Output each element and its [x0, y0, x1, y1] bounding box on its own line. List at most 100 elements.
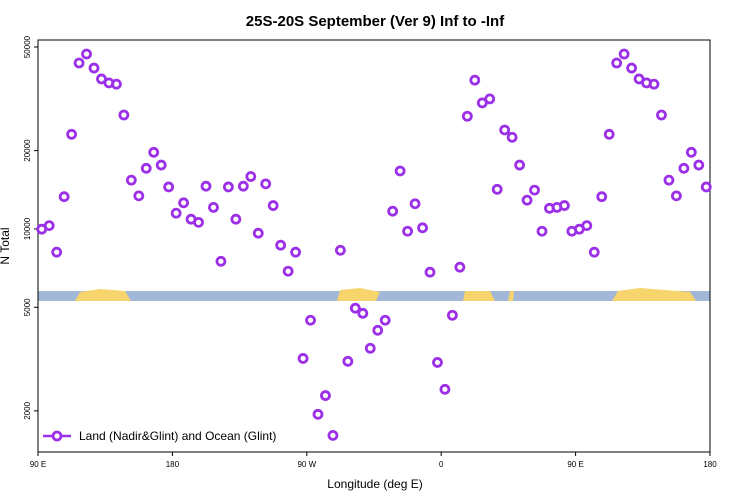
point: [43, 220, 55, 232]
point: [357, 307, 369, 319]
point: [484, 93, 496, 105]
point: [282, 265, 294, 277]
point: [349, 302, 361, 314]
point: [461, 110, 473, 122]
legend-marker: [51, 430, 63, 442]
point: [678, 162, 690, 174]
point: [439, 383, 451, 395]
point: [521, 194, 533, 206]
x-axis-label: Longitude (deg E): [327, 477, 422, 491]
point: [327, 429, 339, 441]
point: [148, 146, 160, 158]
point: [559, 200, 570, 211]
point: [215, 255, 227, 267]
point: [88, 62, 100, 74]
plot-frame: [37, 39, 711, 453]
point: [290, 246, 302, 258]
point: [618, 48, 630, 60]
x-tick-label: 180: [166, 460, 180, 469]
point: [648, 78, 660, 90]
point: [514, 159, 525, 171]
point: [237, 180, 249, 192]
chart-title: 25S-20S September (Ver 9) Inf to -Inf: [246, 13, 505, 30]
point: [379, 314, 391, 326]
point: [200, 180, 212, 192]
point: [506, 131, 518, 143]
point: [536, 225, 548, 237]
y-tick-label: 10000: [23, 217, 32, 240]
point: [267, 200, 279, 211]
y-tick-label: 20000: [23, 139, 32, 162]
land: [508, 291, 514, 301]
point: [140, 162, 152, 174]
point: [58, 191, 70, 203]
point: [626, 62, 637, 74]
point: [685, 146, 697, 158]
legend-label: Land (Nadir&Glint) and Ocean (Glint): [79, 429, 276, 443]
point: [364, 342, 376, 354]
point: [305, 314, 316, 326]
point: [230, 213, 242, 225]
map-strip: [38, 288, 710, 301]
point: [387, 205, 399, 217]
x-tick-label: 90 E: [30, 460, 46, 469]
point: [611, 57, 623, 69]
point: [656, 109, 667, 121]
y-tick-label: 5000: [23, 298, 32, 316]
point: [424, 266, 436, 278]
point: [163, 181, 175, 193]
point: [297, 353, 309, 364]
point: [372, 324, 384, 336]
land: [75, 289, 131, 301]
point: [66, 128, 77, 140]
point: [111, 78, 122, 90]
point: [663, 174, 675, 186]
point: [334, 244, 346, 256]
point: [596, 191, 608, 203]
point: [342, 355, 354, 367]
x-tick-label: 90 E: [567, 460, 583, 469]
x-tick-label: 90 W: [297, 460, 316, 469]
land: [463, 291, 495, 301]
point: [671, 190, 682, 202]
point: [260, 178, 272, 190]
point: [394, 165, 406, 177]
point: [491, 183, 503, 195]
y-tick-label: 2000: [23, 401, 32, 419]
point: [603, 128, 615, 140]
point: [170, 207, 182, 219]
point: [155, 159, 167, 171]
x-tick-label: 180: [703, 460, 717, 469]
point: [193, 216, 204, 228]
point: [700, 181, 712, 193]
point: [208, 201, 219, 213]
land: [337, 288, 380, 301]
point: [409, 198, 421, 210]
y-axis-label: N Total: [0, 227, 12, 264]
land: [612, 288, 696, 301]
point: [81, 48, 92, 60]
point: [125, 174, 137, 186]
point: [252, 227, 264, 239]
point: [275, 239, 287, 251]
x-tick-label: 0: [439, 460, 444, 469]
point: [417, 222, 428, 234]
point: [588, 246, 600, 258]
point: [581, 220, 593, 232]
point: [446, 309, 458, 321]
point: [529, 184, 540, 196]
point: [73, 57, 85, 69]
y-tick-label: 50000: [23, 35, 32, 58]
point: [469, 74, 481, 86]
point: [454, 261, 466, 273]
point: [402, 225, 414, 237]
point: [245, 171, 257, 182]
point: [312, 408, 324, 420]
point: [499, 124, 511, 136]
point: [51, 246, 63, 258]
point: [133, 190, 145, 202]
point: [320, 390, 331, 401]
point: [432, 357, 443, 368]
